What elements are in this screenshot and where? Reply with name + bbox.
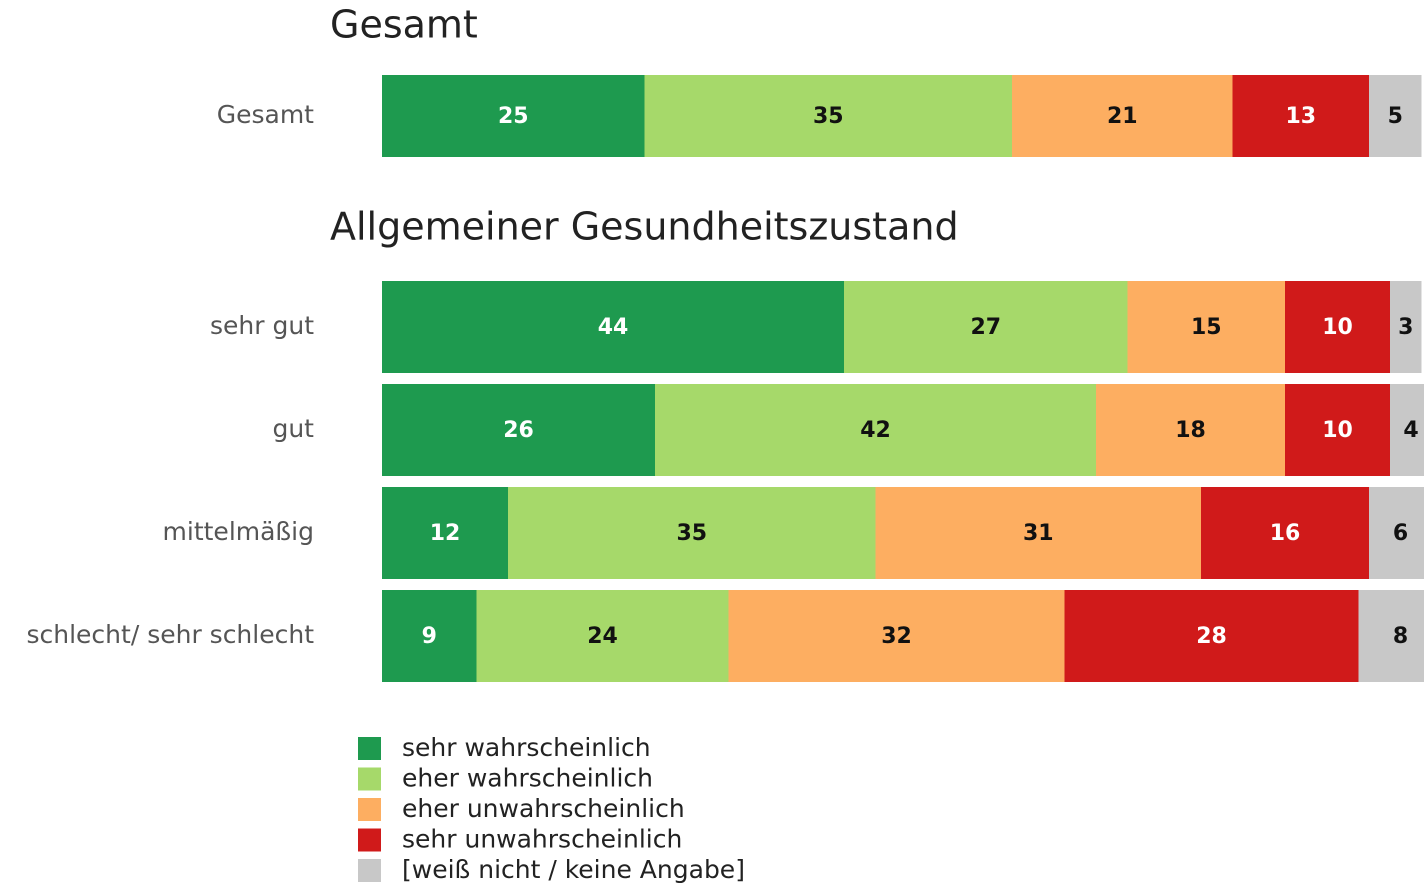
legend-label: sehr unwahrscheinlich (402, 825, 682, 854)
value-label: 9 (422, 624, 437, 649)
bar-segment (728, 590, 1065, 682)
bar-segment (1127, 281, 1285, 373)
bar-segment (1369, 487, 1424, 579)
bar-segment (1390, 384, 1424, 476)
legend-swatch (358, 798, 381, 821)
bar-segment (1012, 75, 1233, 157)
legend-label: eher wahrscheinlich (402, 764, 653, 793)
legend-label: eher unwahrscheinlich (402, 794, 685, 823)
bar-segment (1369, 75, 1422, 157)
bar-segment (1358, 590, 1424, 682)
bar-segment (382, 384, 655, 476)
value-label: 18 (1175, 418, 1206, 443)
category-label: sehr gut (210, 311, 314, 340)
bar-segment (476, 590, 729, 682)
value-label: 35 (813, 104, 844, 129)
legend-label: [weiß nicht / keine Angabe] (402, 855, 745, 884)
bar-segment (382, 590, 477, 682)
value-label: 31 (1023, 521, 1054, 546)
bar-segment (1285, 281, 1390, 373)
legend-swatch (358, 767, 381, 791)
value-label: 12 (430, 521, 461, 546)
value-label: 28 (1196, 624, 1227, 649)
value-label: 15 (1191, 315, 1222, 340)
value-label: 27 (970, 315, 1001, 340)
legend-swatch (358, 737, 381, 760)
value-label: 6 (1393, 521, 1408, 546)
value-label: 44 (598, 315, 629, 340)
legend-swatch (358, 859, 381, 882)
value-label: 13 (1285, 104, 1316, 129)
value-label: 35 (676, 521, 707, 546)
value-label: 10 (1322, 315, 1353, 340)
value-label: 10 (1322, 418, 1353, 443)
bar-segment (1096, 384, 1285, 476)
group-title: Gesamt (330, 3, 478, 47)
bar-segment (1232, 75, 1369, 157)
value-label: 24 (587, 624, 618, 649)
bar-segment (1201, 487, 1369, 579)
value-label: 42 (860, 418, 891, 443)
legend-swatch (358, 828, 381, 852)
bar-segment (1064, 590, 1359, 682)
value-label: 32 (881, 624, 912, 649)
bar-segment (382, 75, 645, 157)
value-label: 26 (503, 418, 534, 443)
legend-label: sehr wahrscheinlich (402, 733, 651, 762)
bar-segment (1285, 384, 1390, 476)
bar-segment (644, 75, 1012, 157)
value-label: 5 (1388, 104, 1403, 129)
value-label: 3 (1398, 315, 1413, 340)
value-label: 8 (1393, 624, 1408, 649)
category-label: schlecht/ sehr schlecht (26, 620, 314, 649)
bar-segment (844, 281, 1128, 373)
value-label: 16 (1270, 521, 1301, 546)
category-label: mittelmäßig (163, 517, 314, 546)
value-label: 21 (1107, 104, 1138, 129)
bar-segment (382, 487, 508, 579)
bar-segment (508, 487, 876, 579)
value-label: 25 (498, 104, 529, 129)
bar-segment (655, 384, 1096, 476)
bar-segment (1390, 281, 1422, 373)
category-label: gut (272, 414, 314, 443)
group-title: Allgemeiner Gesundheitszustand (330, 205, 959, 249)
bar-segment (875, 487, 1201, 579)
bar-segment (382, 281, 844, 373)
category-label: Gesamt (217, 100, 314, 129)
value-label: 4 (1403, 418, 1418, 443)
